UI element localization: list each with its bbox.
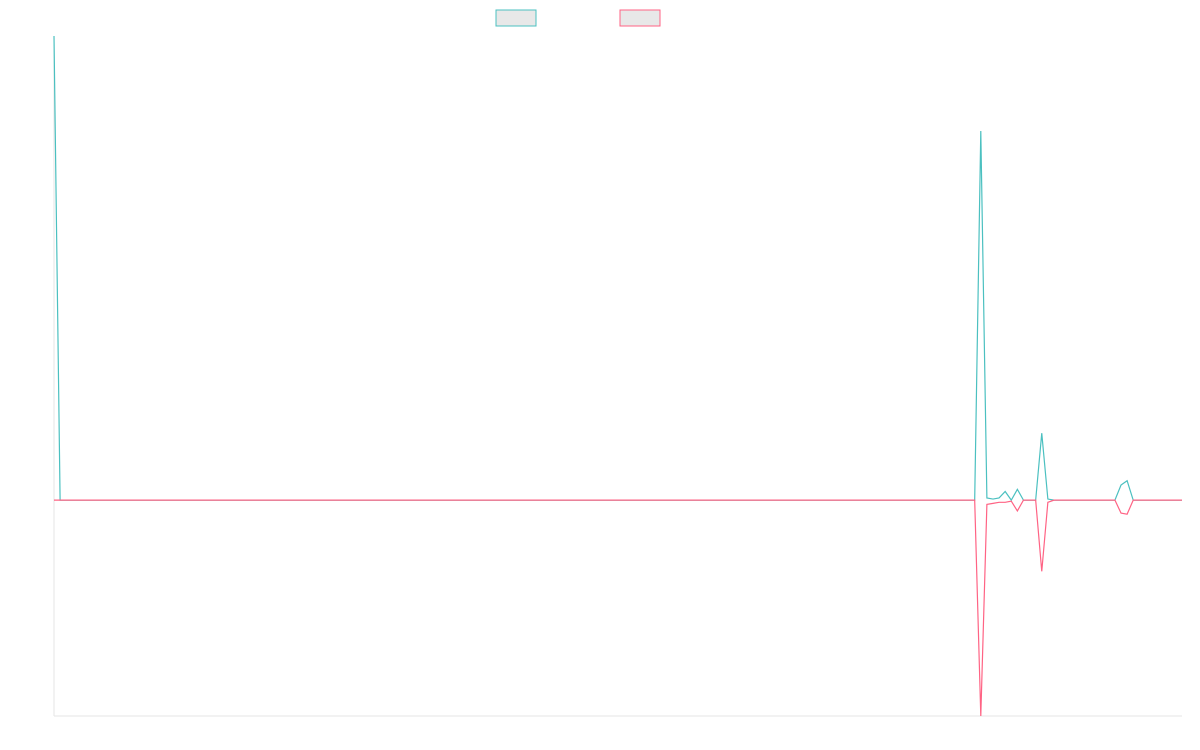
series-line — [54, 499, 1182, 717]
legend-swatch — [495, 9, 537, 27]
series-line — [53, 35, 1182, 502]
legend-swatch — [619, 9, 661, 27]
